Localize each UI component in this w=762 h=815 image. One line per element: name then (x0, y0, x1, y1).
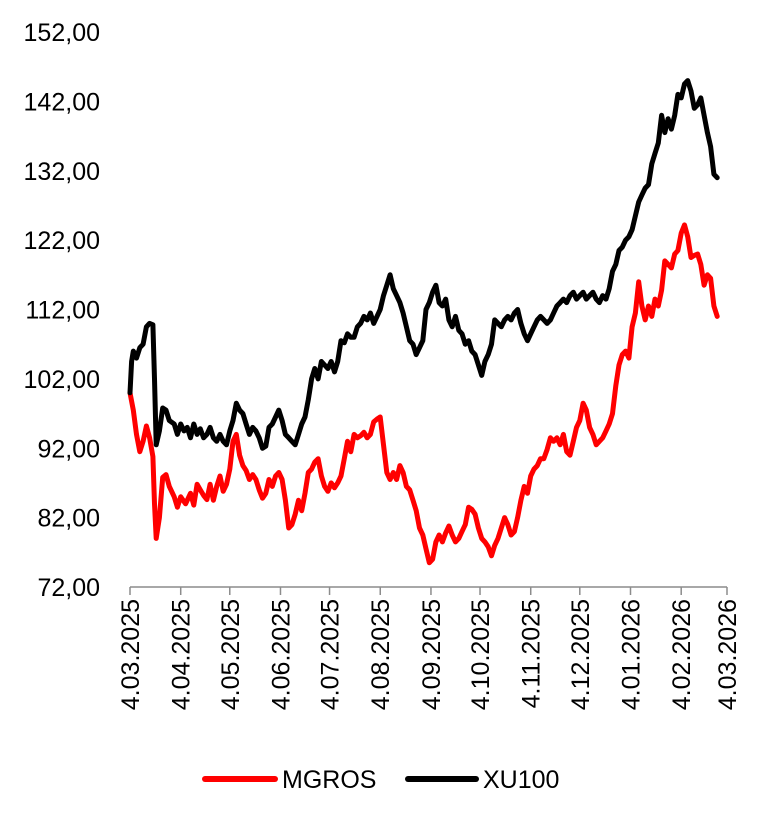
series-line-xu100 (127, 78, 720, 451)
x-tick-label: 4.11.2025 (518, 599, 546, 708)
legend-label-mgros: MGROS (282, 766, 376, 794)
series-line-mgros (127, 222, 720, 566)
y-tick-label: 152,00 (24, 19, 100, 47)
legend-label-xu100: XU100 (483, 766, 559, 794)
legend: MGROS XU100 (202, 766, 559, 794)
x-tick-label: 4.03.2026 (714, 599, 742, 710)
x-tick-label: 4.12.2025 (567, 599, 595, 710)
y-tick-label: 132,00 (24, 158, 100, 186)
x-tick-label: 4.10.2025 (467, 599, 495, 710)
x-tick-label: 4.07.2025 (317, 599, 345, 710)
x-axis: 4.03.2025 4.04.2025 4.05.2025 4.06.2025 4.07… (117, 586, 742, 710)
x-tick-label: 4.09.2025 (418, 599, 446, 710)
x-tick-label: 4.04.2025 (168, 599, 196, 710)
x-tick-label: 4.05.2025 (217, 599, 245, 710)
y-tick-label: 112,00 (25, 297, 100, 325)
series-lines (127, 78, 720, 566)
y-tick-label: 72,00 (37, 574, 100, 602)
y-tick-label: 142,00 (24, 88, 100, 116)
x-tick-label: 4.06.2025 (267, 599, 295, 710)
y-tick-label: 82,00 (37, 505, 100, 533)
x-tick-label: 4.08.2025 (367, 599, 395, 710)
y-axis: 72,00 82,00 92,00 102,00 112,00 122,00 132,00 1… (24, 19, 100, 602)
x-tick-label: 4.01.2026 (617, 599, 645, 710)
y-tick-label: 122,00 (24, 227, 100, 255)
y-tick-label: 102,00 (24, 366, 100, 394)
x-tick-label: 4.03.2025 (117, 599, 145, 710)
y-tick-label: 92,00 (37, 435, 100, 463)
x-tick-label: 4.02.2026 (668, 599, 696, 710)
